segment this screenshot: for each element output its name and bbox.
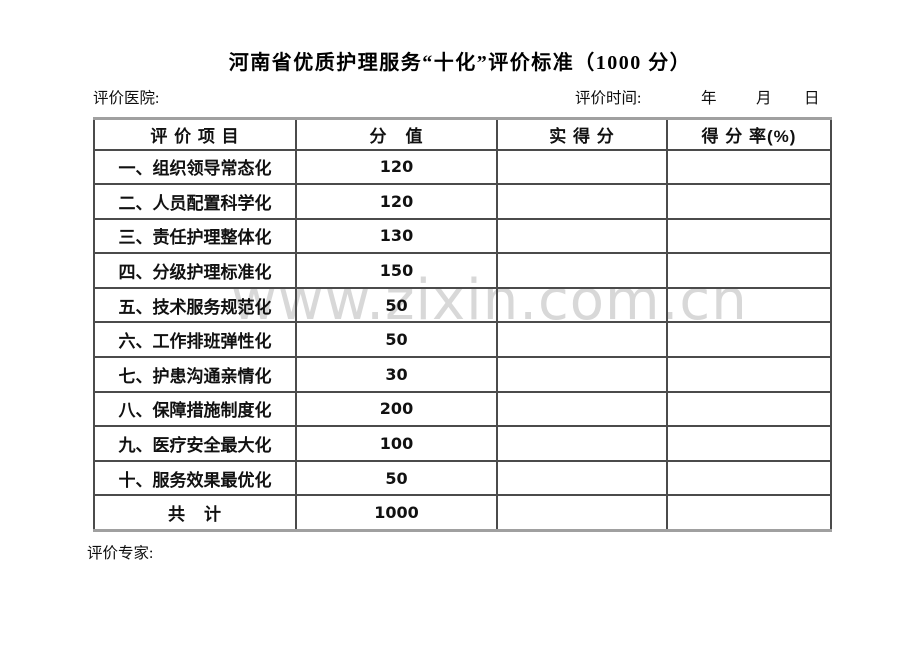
- total-score-cell: 1000: [295, 494, 498, 532]
- item-cell: 八、保障措施制度化: [93, 390, 297, 428]
- actual-score-cell: [496, 356, 668, 393]
- table-row: 七、护患沟通亲情化 30: [93, 356, 832, 393]
- header-score: 分 值: [295, 117, 498, 151]
- table-body: 一、组织领导常态化 120 二、人员配置科学化 120 三、责任护理整体化 13…: [93, 148, 832, 532]
- table-row: 二、人员配置科学化 120: [93, 183, 832, 220]
- table-row: 五、技术服务规范化 50: [93, 286, 832, 324]
- rate-cell: [666, 183, 832, 220]
- score-cell: 200: [295, 390, 498, 428]
- header-score-rate: 得 分 率(%): [666, 117, 832, 151]
- month-unit-label: 月: [756, 90, 772, 107]
- table-row: 三、责任护理整体化 130: [93, 217, 832, 255]
- total-label-cell: 共 计: [93, 494, 297, 532]
- year-unit-label: 年: [701, 90, 717, 107]
- actual-score-cell: [496, 286, 668, 324]
- rate-cell: [666, 252, 832, 289]
- item-cell: 九、医疗安全最大化: [93, 425, 297, 462]
- score-cell: 130: [295, 217, 498, 255]
- score-cell: 120: [295, 148, 498, 186]
- item-cell: 十、服务效果最优化: [93, 459, 297, 497]
- score-cell: 150: [295, 252, 498, 289]
- rate-cell: [666, 148, 832, 186]
- item-cell: 四、分级护理标准化: [93, 252, 297, 289]
- score-cell: 100: [295, 425, 498, 462]
- header-item: 评 价 项 目: [93, 117, 297, 151]
- rate-cell: [666, 390, 832, 428]
- page-title: 河南省优质护理服务“十化”评价标准（1000 分）: [228, 52, 692, 74]
- total-row: 共 计 1000: [93, 494, 832, 532]
- evaluation-table: 评 价 项 目 分 值 实 得 分 得 分 率(%) 一、组织领导常态化 120…: [93, 117, 832, 532]
- table-row: 十、服务效果最优化 50: [93, 459, 832, 497]
- item-cell: 二、人员配置科学化: [93, 183, 297, 220]
- actual-score-cell: [496, 183, 668, 220]
- score-cell: 50: [295, 286, 498, 324]
- rate-cell: [666, 425, 832, 462]
- score-cell: 50: [295, 459, 498, 497]
- table-row: 一、组织领导常态化 120: [93, 148, 832, 186]
- item-cell: 一、组织领导常态化: [93, 148, 297, 186]
- actual-score-cell: [496, 459, 668, 497]
- time-field-label: 评价时间:: [575, 90, 642, 107]
- table-row: 四、分级护理标准化 150: [93, 252, 832, 289]
- score-cell: 30: [295, 356, 498, 393]
- total-actual-score-cell: [496, 494, 668, 532]
- score-cell: 50: [295, 321, 498, 359]
- actual-score-cell: [496, 148, 668, 186]
- item-cell: 六、工作排班弹性化: [93, 321, 297, 359]
- item-cell: 七、护患沟通亲情化: [93, 356, 297, 393]
- expert-field-label: 评价专家:: [87, 545, 154, 562]
- item-cell: 三、责任护理整体化: [93, 217, 297, 255]
- item-cell: 五、技术服务规范化: [93, 286, 297, 324]
- table-row: 九、医疗安全最大化 100: [93, 425, 832, 462]
- actual-score-cell: [496, 425, 668, 462]
- rate-cell: [666, 459, 832, 497]
- score-cell: 120: [295, 183, 498, 220]
- actual-score-cell: [496, 217, 668, 255]
- rate-cell: [666, 356, 832, 393]
- actual-score-cell: [496, 321, 668, 359]
- table-row: 八、保障措施制度化 200: [93, 390, 832, 428]
- table-row: 六、工作排班弹性化 50: [93, 321, 832, 359]
- rate-cell: [666, 321, 832, 359]
- rate-cell: [666, 286, 832, 324]
- header-actual-score: 实 得 分: [496, 117, 668, 151]
- actual-score-cell: [496, 390, 668, 428]
- rate-cell: [666, 217, 832, 255]
- header-row: 评 价 项 目 分 值 实 得 分 得 分 率(%): [93, 117, 832, 151]
- day-unit-label: 日: [804, 90, 820, 107]
- total-rate-cell: [666, 494, 832, 532]
- hospital-field-label: 评价医院:: [93, 90, 160, 107]
- actual-score-cell: [496, 252, 668, 289]
- table-header: 评 价 项 目 分 值 实 得 分 得 分 率(%): [93, 117, 832, 151]
